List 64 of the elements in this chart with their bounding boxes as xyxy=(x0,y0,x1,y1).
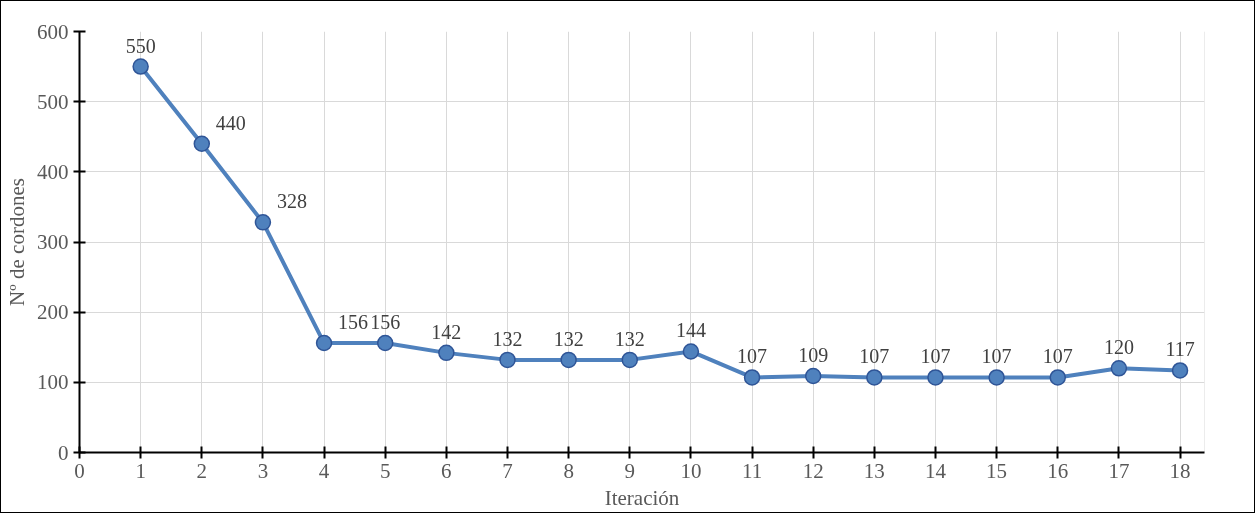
point xyxy=(376,334,394,352)
x-tick-label: 12 xyxy=(802,458,824,483)
point xyxy=(254,214,272,231)
x-tick-label: 6 xyxy=(441,458,452,483)
point xyxy=(1171,362,1189,379)
x-tick-label: 13 xyxy=(863,458,885,483)
point xyxy=(804,367,822,385)
data-label: 142 xyxy=(431,320,462,343)
point xyxy=(988,369,1005,386)
data-label: 107 xyxy=(1042,345,1073,368)
data-label: 156 xyxy=(370,311,401,334)
point xyxy=(438,344,455,362)
data-label: 107 xyxy=(981,345,1012,368)
x-tick-label: 1 xyxy=(135,458,146,483)
x-tick-label: 17 xyxy=(1108,458,1130,483)
y-tick-label: 600 xyxy=(37,19,69,44)
y-tick-label: 200 xyxy=(37,300,69,325)
x-tick-label: 7 xyxy=(502,458,513,483)
x-tick-label: 11 xyxy=(741,458,763,483)
x-axis-title: Iteración xyxy=(604,485,680,510)
data-label: 132 xyxy=(614,327,645,350)
point xyxy=(499,351,516,369)
data-label: 117 xyxy=(1165,338,1195,361)
point xyxy=(743,369,761,386)
data-label: 328 xyxy=(276,190,307,213)
data-label: 144 xyxy=(675,319,706,342)
data-label: 120 xyxy=(1103,336,1134,359)
x-tick-label: 10 xyxy=(680,458,702,483)
x-tick-label: 0 xyxy=(74,458,85,483)
y-tick-label: 300 xyxy=(37,230,69,254)
point xyxy=(682,343,700,360)
y-axis-title: Nº de cordones xyxy=(5,178,29,306)
data-label: 132 xyxy=(492,327,523,350)
point xyxy=(621,351,639,369)
x-tick-label: 9 xyxy=(624,458,636,483)
data-label: 107 xyxy=(920,345,951,368)
x-tick-label: 16 xyxy=(1047,458,1069,483)
y-tick-label: 400 xyxy=(37,159,69,184)
x-tick-label: 3 xyxy=(257,458,269,483)
x-tick-label: 4 xyxy=(318,458,330,483)
data-label: 440 xyxy=(215,111,246,134)
y-tick-label: 100 xyxy=(37,370,69,395)
data-label: 107 xyxy=(859,345,890,368)
x-tick-label: 18 xyxy=(1169,458,1191,483)
point xyxy=(315,334,333,352)
point xyxy=(132,58,149,75)
point xyxy=(560,351,577,369)
point xyxy=(1049,369,1067,386)
x-tick-label: 5 xyxy=(379,458,391,483)
point xyxy=(927,369,944,386)
x-tick-label: 8 xyxy=(563,458,574,483)
data-label: 550 xyxy=(125,34,156,57)
x-tick-label: 15 xyxy=(986,458,1008,483)
data-label: 109 xyxy=(798,344,829,367)
point xyxy=(193,135,211,152)
y-tick-label: 0 xyxy=(58,440,69,465)
x-tick-label: 14 xyxy=(924,458,947,483)
point xyxy=(1110,360,1128,377)
data-label: 156 xyxy=(338,311,369,334)
y-tick-label: 500 xyxy=(37,89,69,114)
point xyxy=(866,369,883,386)
data-label: 132 xyxy=(553,327,584,350)
data-label: 107 xyxy=(737,345,768,368)
x-tick-label: 2 xyxy=(196,458,208,483)
